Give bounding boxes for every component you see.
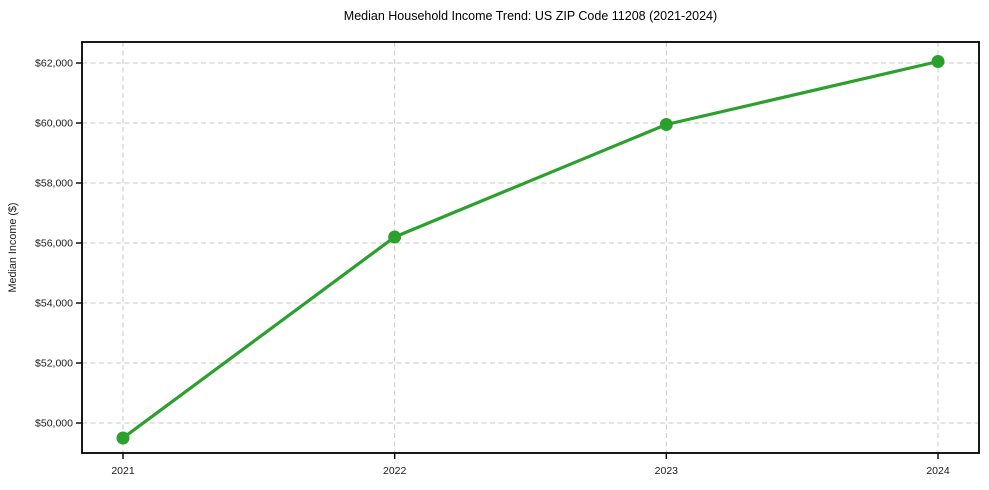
y-tick-label: $58,000 — [35, 178, 73, 190]
data-point-2024 — [931, 55, 945, 68]
y-tick-label: $56,000 — [35, 238, 73, 250]
axis-layer: $50,000 $52,000 $54,000 $56,000 $58,000 $60,0… — [35, 41, 980, 477]
series-layer — [116, 55, 945, 445]
y-tick-label: $62,000 — [35, 58, 73, 70]
grid-layer — [82, 42, 979, 453]
y-axis-label: Median Income ($) — [7, 202, 19, 292]
x-tick-label: 2023 — [655, 465, 679, 477]
y-tick-label: $50,000 — [35, 418, 73, 430]
x-tick-label: 2022 — [383, 465, 407, 477]
y-tick-label: $60,000 — [35, 118, 73, 130]
plot-border — [81, 41, 980, 454]
chart-title: Median Household Income Trend: US ZIP Co… — [344, 9, 717, 23]
x-tick-label: 2024 — [926, 465, 950, 477]
y-tick-label: $52,000 — [35, 358, 73, 370]
data-point-2021 — [116, 431, 130, 445]
x-tick-label: 2021 — [111, 465, 135, 477]
series-line — [121, 59, 940, 440]
data-point-2023 — [659, 118, 673, 131]
y-tick-label: $54,000 — [35, 298, 73, 310]
data-point-2022 — [388, 230, 402, 244]
